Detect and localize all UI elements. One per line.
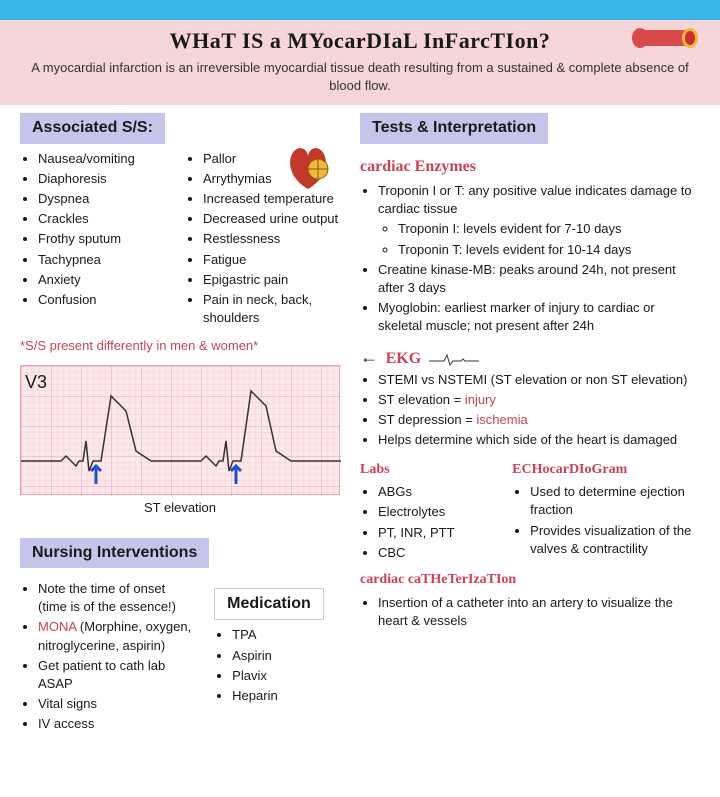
list-item: Provides visualization of the valves & c… — [530, 522, 700, 558]
st-dep-word: ischemia — [476, 412, 527, 427]
list-item: Heparin — [232, 687, 340, 705]
left-column: Associated S/S: Nausea/vomiting Diaphore… — [20, 113, 340, 735]
list-item: Nausea/vomiting — [38, 150, 175, 168]
list-item: Decreased urine output — [203, 210, 340, 228]
list-item: Electrolytes — [378, 503, 494, 521]
list-item: Insertion of a catheter into an artery t… — [378, 594, 700, 630]
heart-icon — [280, 139, 336, 195]
list-item: Myoglobin: earliest marker of injury to … — [378, 299, 700, 335]
nursing-list: Note the time of onset (time is of the e… — [20, 580, 196, 734]
ekg-grid: V3 — [20, 365, 340, 495]
list-item: Note the time of onset (time is of the e… — [38, 580, 196, 616]
ekg-box: V3 ST elevation — [20, 365, 340, 517]
list-item: STEMI vs NSTEMI (ST elevation or non ST … — [378, 371, 700, 389]
page-subtitle: A myocardial infarction is an irreversib… — [20, 59, 700, 95]
nursing-section: Nursing Interventions Note the time of o… — [20, 538, 340, 736]
list-item: Epigastric pain — [203, 271, 340, 289]
list-item: Vital signs — [38, 695, 196, 713]
list-item: Crackles — [38, 210, 175, 228]
list-item: CBC — [378, 544, 494, 562]
st-dep-label: ST depression = — [378, 412, 476, 427]
ekg-list: STEMI vs NSTEMI (ST elevation or non ST … — [360, 371, 700, 450]
list-item: Creatine kinase-MB: peaks around 24h, no… — [378, 261, 700, 297]
ekg-title: EKG — [386, 350, 422, 367]
ekg-line-icon — [429, 353, 479, 367]
artery-icon — [630, 26, 700, 50]
list-item: TPA — [232, 626, 340, 644]
title-area: WHaT IS a MYocarDIaL InFarcTIon? A myoca… — [0, 20, 720, 105]
list-item: Restlessness — [203, 230, 340, 248]
list-item: Confusion — [38, 291, 175, 309]
list-item: PT, INR, PTT — [378, 524, 494, 542]
list-item: Helps determine which side of the heart … — [378, 431, 700, 449]
list-item: Tachypnea — [38, 251, 175, 269]
cath-list: Insertion of a catheter into an artery t… — [360, 594, 700, 630]
content: Associated S/S: Nausea/vomiting Diaphore… — [0, 105, 720, 755]
enzyme-text: Troponin I or T: any positive value indi… — [378, 183, 692, 216]
list-item: ST elevation = injury — [378, 391, 700, 409]
page-title: WHaT IS a MYocarDIaL InFarcTIon? — [20, 26, 700, 57]
echo-list: Used to determine ejection fraction Prov… — [512, 483, 700, 558]
list-item: Pain in neck, back, shoulders — [203, 291, 340, 327]
list-item: Plavix — [232, 667, 340, 685]
ekg-lead-label: V3 — [25, 370, 47, 395]
list-item: Used to determine ejection fraction — [530, 483, 700, 519]
cath-title: cardiac caTHeTerIzaTIon — [360, 570, 700, 590]
list-item: Troponin T: levels evident for 10-14 day… — [398, 241, 700, 259]
ss-note: *S/S present differently in men & women* — [20, 337, 340, 355]
list-item: ABGs — [378, 483, 494, 501]
list-item: Troponin I: levels evident for 7-10 days — [398, 220, 700, 238]
list-item: Fatigue — [203, 251, 340, 269]
list-item: Frothy sputum — [38, 230, 175, 248]
ss-left-list: Nausea/vomiting Diaphoresis Dyspnea Crac… — [20, 150, 175, 330]
st-elev-word: injury — [465, 392, 496, 407]
medication-list: TPA Aspirin Plavix Heparin — [214, 626, 340, 705]
arrow-icon: ← — [360, 347, 378, 367]
list-item: Diaphoresis — [38, 170, 175, 188]
enzymes-title: cardiac Enzymes — [360, 156, 700, 178]
list-item: Anxiety — [38, 271, 175, 289]
list-item: Troponin I or T: any positive value indi… — [378, 182, 700, 259]
enzymes-list: Troponin I or T: any positive value indi… — [360, 182, 700, 336]
list-item: ST depression = ischemia — [378, 411, 700, 429]
tests-header: Tests & Interpretation — [360, 113, 548, 143]
list-item: MONA (Morphine, oxygen, nitroglycerine, … — [38, 618, 196, 654]
mona-word: MONA — [38, 619, 76, 634]
echo-title: ECHocarDIoGram — [512, 460, 700, 480]
medication-header: Medication — [214, 588, 324, 620]
labs-title: Labs — [360, 460, 494, 480]
associated-header: Associated S/S: — [20, 113, 165, 143]
labs-list: ABGs Electrolytes PT, INR, PTT CBC — [360, 483, 494, 562]
list-item: IV access — [38, 715, 196, 733]
list-item: Dyspnea — [38, 190, 175, 208]
list-item: Get patient to cath lab ASAP — [38, 657, 196, 693]
nursing-header: Nursing Interventions — [20, 538, 209, 568]
right-column: Tests & Interpretation cardiac Enzymes T… — [360, 113, 700, 735]
list-item: Aspirin — [232, 647, 340, 665]
ekg-caption: ST elevation — [20, 499, 340, 517]
top-bar — [0, 0, 720, 20]
st-elev-label: ST elevation = — [378, 392, 465, 407]
